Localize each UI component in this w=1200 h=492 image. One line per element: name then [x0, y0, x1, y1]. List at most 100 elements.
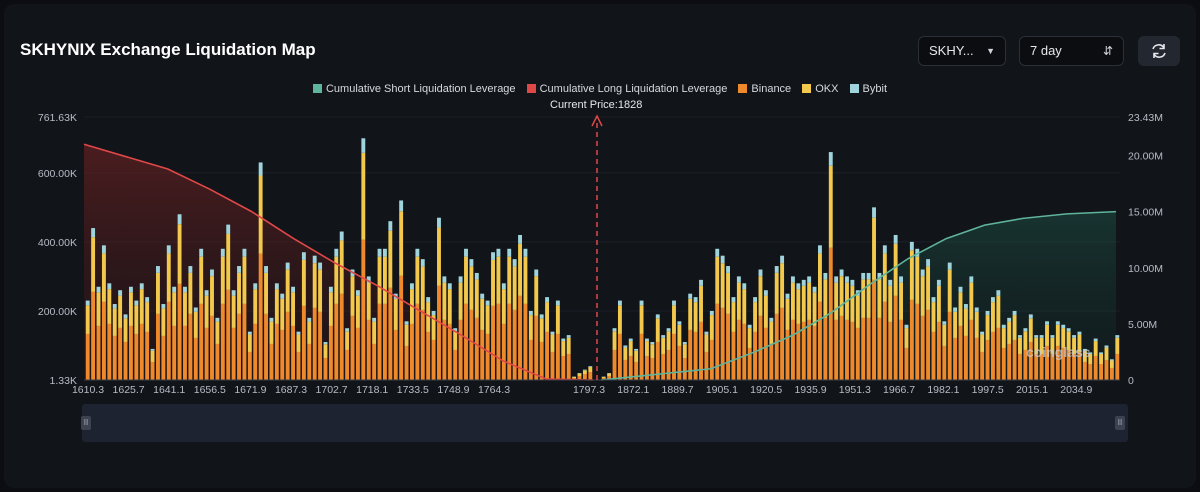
- bar-bybit-left-80: [518, 234, 522, 244]
- bar-bybit-right-17: [693, 297, 698, 303]
- bar-okx-right-27: [747, 328, 752, 348]
- bar-okx-left-14: [161, 308, 166, 336]
- bar-okx-left-93: [588, 367, 593, 372]
- bar-bybit-right-41: [823, 272, 828, 280]
- zoom-handle-right[interactable]: II: [1115, 416, 1125, 430]
- zoom-handle-left[interactable]: II: [81, 416, 91, 430]
- bar-okx-left-78: [507, 256, 512, 304]
- bar-okx-left-53: [372, 321, 377, 344]
- bar-okx-right-79: [1028, 318, 1033, 342]
- bar-bybit-left-77: [501, 283, 506, 290]
- bar-okx-right-13: [672, 305, 676, 334]
- bar-binance-right-3: [617, 333, 622, 380]
- legend-item-short[interactable]: Cumulative Short Liquidation Leverage: [312, 83, 516, 95]
- bar-binance-left-43: [318, 311, 323, 380]
- bar-bybit-right-30: [763, 290, 768, 296]
- bar-bybit-left-66: [442, 276, 447, 283]
- bar-okx-right-66: [958, 292, 963, 326]
- bar-bybit-right-76: [1012, 310, 1017, 316]
- legend-item-long[interactable]: Cumulative Long Liquidation Leverage: [526, 83, 727, 95]
- bar-binance-left-60: [410, 323, 414, 380]
- bar-binance-left-53: [372, 343, 377, 380]
- bar-binance-right-65: [953, 337, 958, 380]
- bar-binance-left-70: [464, 303, 468, 380]
- bar-binance-left-13: [156, 313, 160, 380]
- bar-binance-right-16: [688, 329, 693, 380]
- legend-item-okx[interactable]: OKX: [802, 83, 838, 95]
- bar-binance-left-8: [128, 325, 133, 380]
- bar-bybit-right-68: [969, 276, 974, 283]
- bar-binance-right-20: [709, 339, 714, 380]
- bar-okx-right-56: [904, 328, 909, 348]
- bar-binance-left-18: [183, 325, 187, 380]
- bar-bybit-left-16: [172, 286, 177, 293]
- bar-binance-right-32: [774, 313, 779, 380]
- bar-bybit-left-40: [301, 252, 306, 260]
- bar-okx-left-56: [388, 230, 393, 288]
- bar-bybit-right-48: [861, 272, 866, 280]
- zoom-scrollbar[interactable]: [82, 404, 1128, 442]
- bar-okx-right-51: [877, 279, 882, 318]
- x-tick-label: 1951.3: [839, 384, 871, 396]
- bar-binance-left-35: [274, 323, 279, 380]
- bar-bybit-right-56: [904, 324, 909, 329]
- bar-binance-right-45: [845, 319, 849, 380]
- bar-okx-right-69: [974, 311, 979, 338]
- bar-binance-left-19: [188, 313, 193, 380]
- x-tick-label: 1889.7: [662, 384, 694, 396]
- bar-okx-right-42: [828, 165, 833, 248]
- bar-bybit-left-76: [496, 248, 501, 257]
- bar-binance-left-67: [447, 323, 452, 380]
- bar-binance-left-37: [285, 311, 290, 380]
- bar-okx-right-71: [985, 315, 990, 340]
- bar-bybit-right-12: [666, 328, 671, 332]
- bar-bybit-right-70: [980, 331, 985, 335]
- bar-okx-right-85: [1061, 328, 1066, 348]
- bar-bybit-left-87: [555, 300, 560, 306]
- bar-okx-left-71: [469, 266, 474, 310]
- bar-bybit-left-17: [177, 214, 182, 225]
- bar-binance-left-20: [193, 337, 198, 380]
- bar-bybit-right-81: [1039, 335, 1044, 338]
- bar-binance-right-15: [682, 357, 687, 380]
- bar-bybit-left-47: [339, 231, 344, 241]
- bar-bybit-right-36: [796, 283, 801, 290]
- bar-bybit-right-3: [617, 300, 622, 306]
- x-tick-label: 1687.3: [275, 384, 307, 396]
- symbol-select[interactable]: SKHY... ▼: [918, 36, 1006, 66]
- bar-okx-left-77: [501, 289, 506, 324]
- legend-item-binance[interactable]: Binance: [738, 83, 791, 95]
- bar-bybit-left-14: [161, 304, 166, 309]
- bar-binance-right-36: [796, 323, 801, 380]
- chevron-down-icon: ▼: [986, 46, 995, 56]
- x-tick-label: 1671.9: [234, 384, 266, 396]
- bar-binance-right-90: [1088, 363, 1093, 380]
- refresh-button[interactable]: [1138, 36, 1180, 66]
- bar-bybit-left-51: [361, 138, 366, 153]
- bar-okx-left-10: [139, 289, 144, 324]
- bar-binance-left-76: [496, 303, 501, 380]
- legend-item-bybit[interactable]: Bybit: [849, 83, 887, 95]
- bar-bybit-left-12: [150, 348, 155, 351]
- y-left-tick-label: 1.33K: [50, 375, 77, 387]
- bar-binance-left-31: [253, 323, 258, 380]
- bar-okx-right-73: [996, 295, 1001, 328]
- bar-binance-right-94: [1109, 367, 1114, 380]
- bar-bybit-left-54: [377, 248, 382, 257]
- period-select[interactable]: 7 day ⇵: [1019, 36, 1124, 66]
- bar-binance-left-87: [555, 333, 560, 380]
- bar-bybit-left-88: [561, 338, 566, 342]
- bar-okx-left-84: [539, 318, 544, 342]
- bar-bybit-left-29: [242, 248, 247, 257]
- short-cumulative-line: [600, 210, 1117, 381]
- bar-okx-right-6: [634, 350, 639, 362]
- bar-okx-right-22: [720, 263, 725, 308]
- bar-binance-right-12: [666, 349, 671, 380]
- bar-bybit-left-36: [280, 293, 285, 299]
- bar-okx-right-1: [607, 373, 612, 376]
- bar-bybit-right-4: [623, 345, 628, 348]
- x-tick-label: 1935.9: [794, 384, 826, 396]
- bar-okx-left-58: [399, 211, 404, 276]
- bar-bybit-left-37: [285, 262, 290, 270]
- bar-binance-right-80: [1034, 353, 1039, 380]
